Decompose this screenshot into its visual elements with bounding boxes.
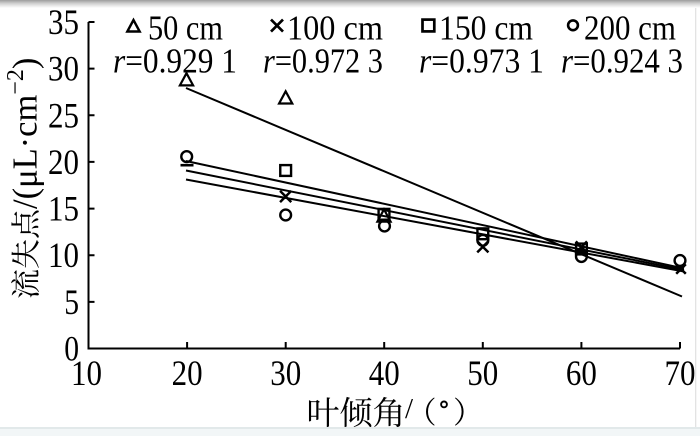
svg-text:/: / — [405, 393, 414, 425]
svg-text:5: 5 — [64, 282, 79, 322]
svg-text:20: 20 — [48, 142, 79, 182]
svg-text:60: 60 — [566, 353, 597, 393]
svg-text:r=0.972 3: r=0.972 3 — [263, 42, 383, 81]
svg-text:r=0.929 1: r=0.929 1 — [113, 42, 237, 81]
svg-text:150 cm: 150 cm — [439, 9, 533, 48]
svg-text:10: 10 — [48, 235, 79, 275]
svg-text:10: 10 — [71, 353, 102, 393]
svg-text:50: 50 — [467, 353, 498, 393]
svg-text:100 cm: 100 cm — [287, 9, 383, 48]
svg-text:r=0.973 1: r=0.973 1 — [419, 42, 544, 81]
svg-text:40: 40 — [369, 353, 400, 393]
svg-text:r=0.924 3: r=0.924 3 — [561, 42, 683, 81]
svg-text:0: 0 — [64, 329, 79, 369]
svg-text:25: 25 — [48, 95, 79, 135]
svg-text:70: 70 — [665, 353, 696, 393]
svg-text:30: 30 — [48, 49, 79, 89]
svg-text:50 cm: 50 cm — [148, 9, 223, 48]
svg-text:35: 35 — [48, 2, 79, 42]
svg-text:20: 20 — [172, 353, 203, 393]
svg-text:15: 15 — [48, 189, 79, 229]
svg-text:30: 30 — [270, 353, 301, 393]
svg-text:200 cm: 200 cm — [584, 9, 676, 48]
